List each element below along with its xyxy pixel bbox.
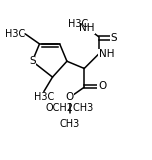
Text: NH: NH [79,23,95,33]
Text: S: S [29,56,36,66]
Text: H3C: H3C [5,29,25,39]
Text: H3C: H3C [34,92,54,102]
Text: O: O [98,81,106,92]
Text: O: O [66,92,74,102]
Text: CH3: CH3 [60,119,80,129]
Text: NH: NH [99,49,114,59]
Text: OCH2CH3: OCH2CH3 [46,103,94,113]
Text: H3C: H3C [68,19,89,29]
Text: S: S [110,33,117,43]
